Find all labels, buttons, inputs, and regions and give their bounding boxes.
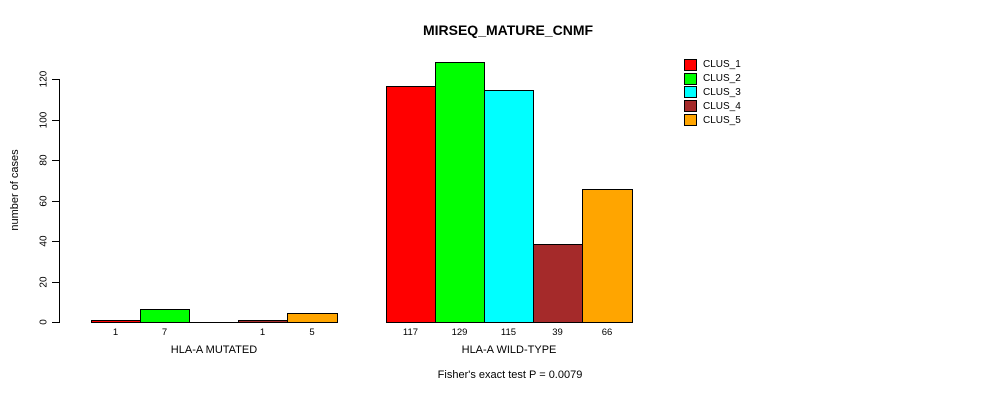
y-axis-tick [52,120,59,121]
y-axis-tick [52,241,59,242]
y-axis-tick-label: 80 [38,154,50,166]
legend-label: CLUS_5 [703,114,741,126]
bar-clus_3 [484,90,534,323]
legend-swatch-clus_3 [684,86,697,99]
legend: CLUS_1 CLUS_2 CLUS_3 CLUS_4 CLUS_5 [684,58,741,127]
y-axis-tick-label: 100 [38,111,50,129]
y-axis-tick-label: 40 [38,235,50,247]
legend-label: CLUS_4 [703,100,741,112]
bar-clus_5 [287,313,338,323]
y-axis-tick-label: 120 [38,70,50,88]
bar-clus_4 [238,320,288,323]
bar-clus_3-zero [189,322,239,323]
legend-label: CLUS_1 [703,59,741,71]
legend-row: CLUS_3 [684,86,741,100]
legend-swatch-clus_1 [684,58,697,71]
x-group-label: HLA-A MUTATED [170,344,258,356]
y-axis-tick-label: 20 [38,276,50,288]
bar-value-label: 117 [402,327,419,338]
bar-clus_1 [386,86,436,323]
legend-row: CLUS_4 [684,99,741,113]
legend-row: CLUS_2 [684,72,741,86]
bar-clus_2 [140,309,190,323]
y-axis-tick-label: 0 [38,319,50,325]
bar-clus_2 [435,62,485,323]
bar-value-label: 66 [601,327,613,338]
bar-value-label: 115 [500,327,517,338]
bar-value-label: 39 [552,327,563,338]
y-axis-tick [52,322,59,323]
legend-row: CLUS_1 [684,58,741,72]
legend-label: CLUS_3 [703,86,741,98]
bar-value-label: 129 [451,327,468,338]
y-axis-tick [52,160,59,161]
y-axis-tick [52,79,59,80]
bar-value-label: 7 [161,327,168,338]
legend-swatch-clus_5 [684,114,697,127]
legend-swatch-clus_4 [684,100,697,113]
y-axis-line [59,79,60,323]
bar-value-label: 1 [112,327,119,338]
bar-clus_4 [533,244,583,323]
y-axis-tick-label: 60 [38,195,50,207]
bar-clus_1 [91,320,141,323]
legend-row: CLUS_5 [684,113,741,127]
legend-swatch-clus_2 [684,72,697,85]
bar-clus_5 [582,189,633,323]
x-group-label: HLA-A WILD-TYPE [461,344,557,356]
stat-annotation: Fisher's exact test P = 0.0079 [437,369,583,381]
bar-value-label: 1 [259,327,266,338]
chart-title: MIRSEQ_MATURE_CNMF [422,22,594,38]
y-axis-tick [52,282,59,283]
bar-value-label: 5 [309,327,315,338]
y-axis-tick [52,201,59,202]
legend-label: CLUS_2 [703,73,741,85]
